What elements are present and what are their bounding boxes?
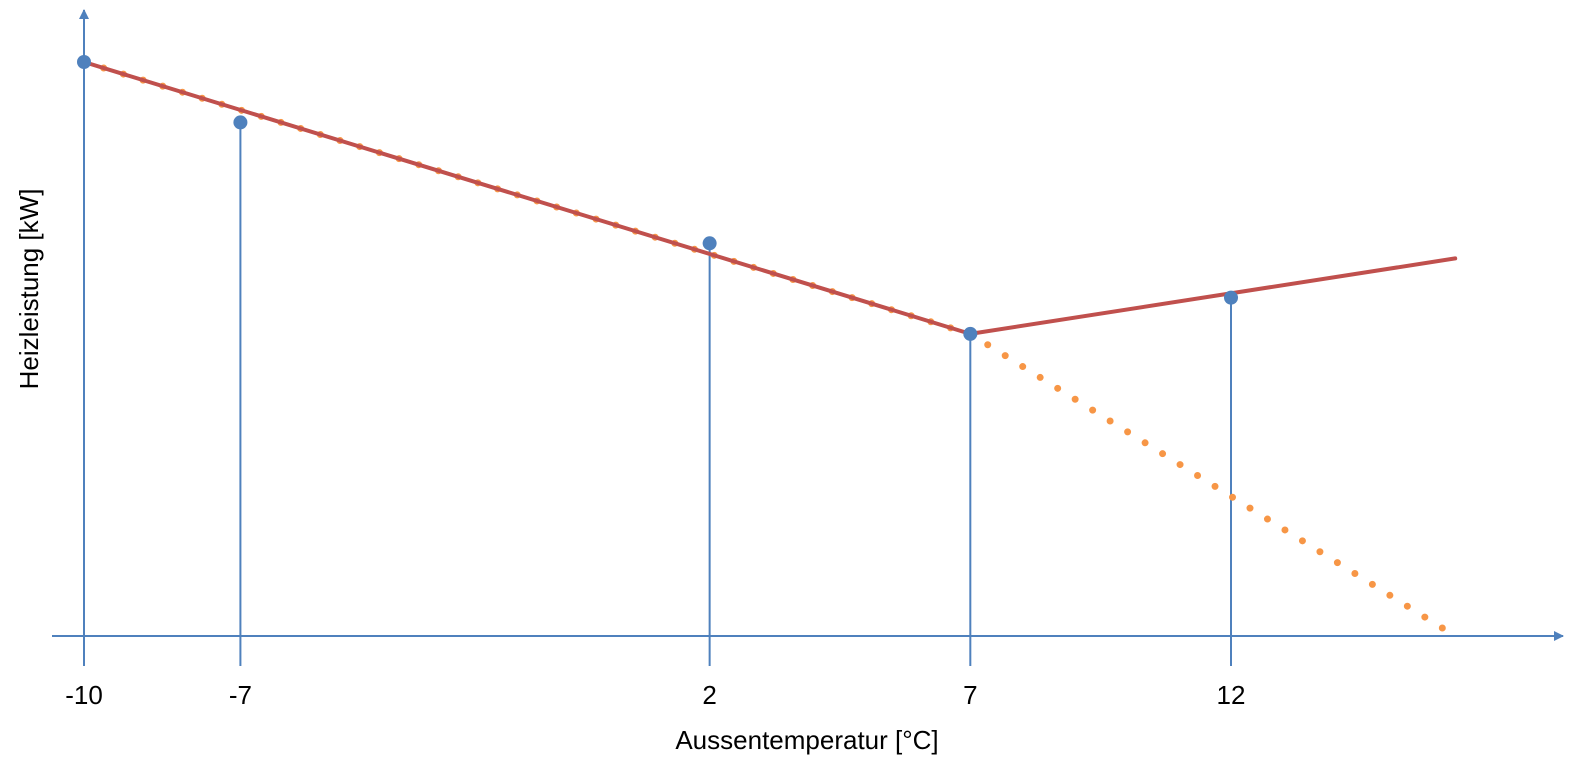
- data-point-marker: [233, 115, 248, 130]
- x-axis-title: Aussentemperatur [°C]: [675, 725, 938, 755]
- solid-series-line: [82, 60, 1458, 336]
- series-layer: [80, 58, 1459, 640]
- tick-labels: -10 -7 2 7 12: [65, 680, 1245, 710]
- data-point-marker: [1224, 290, 1238, 305]
- x-tick-label: -10: [65, 680, 103, 710]
- y-axis-title: Heizleistung [kW]: [14, 189, 44, 390]
- data-point-marker: [77, 55, 91, 69]
- data-point-marker: [702, 236, 717, 251]
- x-tick-label: -7: [229, 680, 252, 710]
- x-tick-label: 12: [1217, 680, 1246, 710]
- x-tick-label: 7: [963, 680, 977, 710]
- x-tick-label: 2: [702, 680, 716, 710]
- data-point-marker: [963, 326, 978, 341]
- dotted-series-line: [80, 58, 1459, 640]
- drop-lines: [239, 122, 1232, 666]
- marker-layer: [77, 55, 1238, 341]
